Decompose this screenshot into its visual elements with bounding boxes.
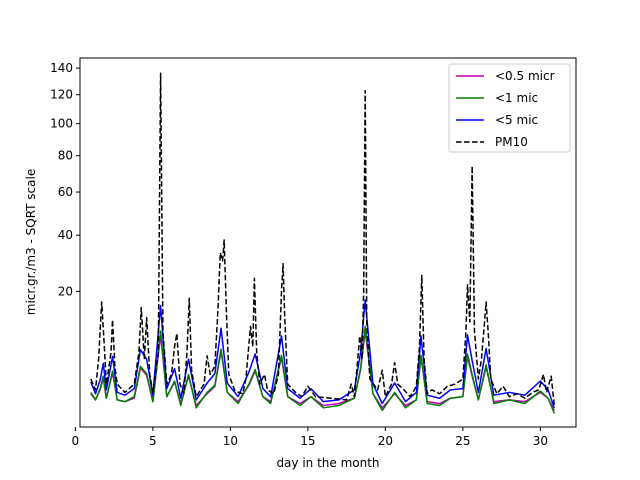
- y-tick-label: 80: [58, 149, 73, 163]
- legend-label-1: <0.5 micr: [495, 69, 555, 83]
- y-tick-label: 140: [50, 61, 73, 75]
- x-tick-label: 20: [378, 434, 393, 448]
- y-axis: 20 40 60 80 100 120 140: [50, 61, 80, 298]
- legend-label-2: <1 mic: [495, 91, 538, 105]
- x-tick-label: 15: [300, 434, 315, 448]
- y-tick-label: 20: [58, 284, 73, 298]
- series-layer: [90, 72, 556, 414]
- x-tick-label: 30: [533, 434, 548, 448]
- x-tick-label: 5: [149, 434, 157, 448]
- y-tick-label: 100: [50, 117, 73, 131]
- x-axis: 0 5 10 15 20 25 30: [72, 427, 548, 448]
- legend-items: <0.5 micr <1 mic <5 mic PM10: [456, 69, 555, 149]
- x-tick-label: 10: [223, 434, 238, 448]
- legend-label-3: <5 mic: [495, 113, 538, 127]
- y-tick-label: 120: [50, 88, 73, 102]
- series-line-2: [90, 325, 555, 414]
- plot-frame: [79, 57, 577, 428]
- plot-area: [79, 57, 577, 428]
- legend-frame: [448, 63, 571, 153]
- x-tick-label: 25: [455, 434, 470, 448]
- y-axis-label: micr.gr./m3 - SQRT scale: [24, 169, 38, 315]
- x-tick-label: 0: [72, 434, 80, 448]
- x-axis-label: day in the month: [276, 456, 379, 470]
- y-tick-label: 60: [58, 185, 73, 199]
- y-tick-label: 40: [58, 228, 73, 242]
- series-line-3: [90, 299, 556, 409]
- legend: <0.5 micr <1 mic <5 mic PM10: [448, 63, 571, 153]
- series-line-4: [90, 72, 556, 406]
- legend-label-4: PM10: [495, 135, 528, 149]
